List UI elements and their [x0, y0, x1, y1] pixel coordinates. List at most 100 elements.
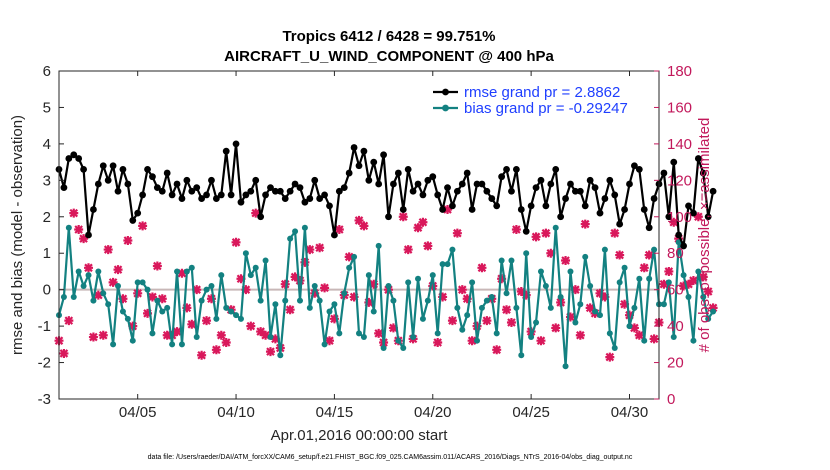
bias-point	[218, 272, 225, 279]
obs-marker	[467, 336, 477, 346]
rmse-point	[350, 144, 358, 151]
rmse-point	[335, 187, 343, 195]
obs-marker	[300, 257, 310, 267]
rmse-point	[650, 195, 658, 202]
y-axis-left: -3 -2 -1 0 1 2 3 4 5 6	[38, 63, 64, 408]
bias-point	[680, 272, 687, 279]
rmse-point	[365, 176, 373, 184]
rmse-point	[158, 187, 166, 195]
obs-marker	[492, 345, 502, 355]
obs-marker	[595, 288, 605, 298]
rmse-point	[257, 213, 265, 221]
bias-point	[695, 268, 702, 275]
bias-point	[646, 275, 653, 282]
bias-point	[208, 283, 215, 290]
rmse-point	[75, 155, 83, 162]
y-axis-label: rmse and bias (model - observation)	[9, 115, 26, 355]
x-tick-label: 04/10	[217, 404, 255, 421]
bias-point	[596, 312, 603, 319]
bias-point	[474, 337, 481, 344]
rmse-point	[237, 198, 245, 206]
obs-marker	[575, 330, 585, 340]
obs-marker	[177, 268, 187, 278]
rmse-point	[380, 151, 387, 159]
rmse-point	[645, 224, 653, 232]
bias-point	[105, 301, 112, 308]
rmse-point	[80, 166, 87, 173]
obs-marker	[438, 292, 448, 302]
bias-point	[301, 224, 308, 231]
bias-series	[56, 224, 717, 370]
rmse-point	[394, 169, 402, 177]
bias-point	[508, 257, 515, 264]
x-tick-label: 04/25	[512, 404, 550, 421]
rmse-point	[404, 166, 412, 173]
obs-marker	[398, 212, 408, 222]
obs-marker	[629, 323, 639, 333]
bias-point	[395, 337, 402, 344]
obs-marker	[192, 285, 202, 295]
rmse-point	[212, 195, 220, 202]
obs-marker	[231, 237, 241, 247]
rmse-point	[311, 176, 319, 184]
obs-marker	[108, 277, 118, 287]
rmse-point	[326, 202, 333, 210]
rmse-point	[286, 187, 294, 195]
obs-marker	[84, 263, 94, 273]
bias-point	[523, 250, 530, 257]
obs-marker	[236, 274, 246, 284]
bias-point	[641, 337, 648, 344]
obs-marker	[580, 219, 590, 229]
rmse-point	[232, 140, 240, 148]
legend-rmse-label: rmse grand pr = 2.8862	[464, 84, 620, 101]
obs-marker	[197, 350, 207, 360]
rmse-point	[331, 231, 338, 239]
obs-marker	[536, 336, 546, 346]
bias-point	[360, 334, 367, 341]
rmse-point	[281, 195, 289, 202]
rmse-point	[217, 191, 225, 199]
obs-marker	[270, 334, 280, 344]
bias-point	[356, 330, 362, 337]
bias-point	[95, 268, 102, 275]
bias-point	[139, 279, 146, 286]
obs-marker	[688, 276, 698, 286]
bias-point	[459, 326, 466, 333]
obs-marker	[79, 234, 89, 244]
obs-marker	[329, 314, 339, 324]
obs-marker	[452, 228, 462, 238]
bias-point	[296, 297, 303, 304]
bias-point	[503, 290, 510, 297]
rmse-point	[424, 176, 432, 184]
rmse-point	[547, 180, 555, 188]
bias-line	[57, 226, 715, 368]
rmse-point	[90, 206, 97, 213]
obs-marker	[551, 323, 561, 333]
bias-point	[242, 250, 249, 257]
x-tick-label: 04/05	[119, 404, 157, 421]
bias-point	[183, 268, 190, 275]
obs-marker	[103, 245, 113, 255]
bias-point	[415, 275, 422, 282]
bias-point	[164, 304, 171, 311]
bias-point	[577, 301, 584, 308]
rmse-point	[355, 162, 363, 170]
obs-marker	[541, 228, 551, 238]
obs-marker	[644, 250, 654, 260]
bias-point	[685, 293, 692, 300]
legend: rmse grand pr = 2.8862 bias grand pr = -…	[424, 80, 650, 118]
obs-marker	[516, 286, 526, 296]
rmse-point	[65, 155, 73, 162]
rmse-point	[512, 166, 520, 173]
legend-rmse-marker	[442, 88, 449, 96]
x-tick-label: 04/30	[611, 404, 649, 421]
y2-tick-label: 60	[667, 282, 684, 299]
obs-marker	[261, 330, 271, 340]
rmse-point	[591, 184, 599, 192]
obs-marker	[64, 316, 74, 326]
bias-point	[370, 308, 377, 315]
obs-marker	[143, 308, 153, 318]
obs-marker	[305, 245, 315, 255]
y-tick-label: -3	[38, 391, 51, 408]
rmse-point	[527, 202, 535, 210]
